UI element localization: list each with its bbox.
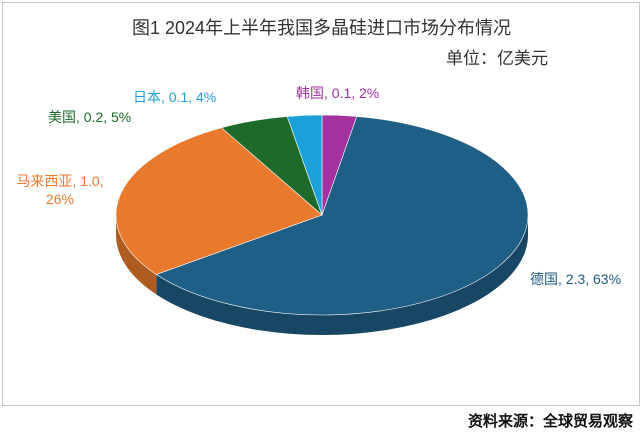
pie-slice — [155, 116, 529, 316]
chart-title: 图1 2024年上半年我国多晶硅进口市场分布情况 — [131, 18, 512, 38]
pie-side — [156, 215, 528, 335]
pie-slice — [115, 127, 323, 275]
data-label: 日本, 0.1, 4% — [133, 89, 217, 105]
chart-subtitle: 单位：亿美元 — [446, 49, 548, 68]
data-label: 马来西亚, 1.0, 26% — [16, 173, 104, 207]
pie-slice — [286, 114, 323, 216]
data-label: 德国, 2.3, 63% — [530, 271, 622, 287]
source-note: 资料来源：全球贸易观察 — [467, 413, 633, 430]
chart-frame — [2, 2, 640, 406]
pie-side — [116, 215, 157, 295]
data-label: 美国, 0.2, 5% — [48, 109, 132, 125]
data-label: 韩国, 0.1, 2% — [296, 85, 380, 101]
